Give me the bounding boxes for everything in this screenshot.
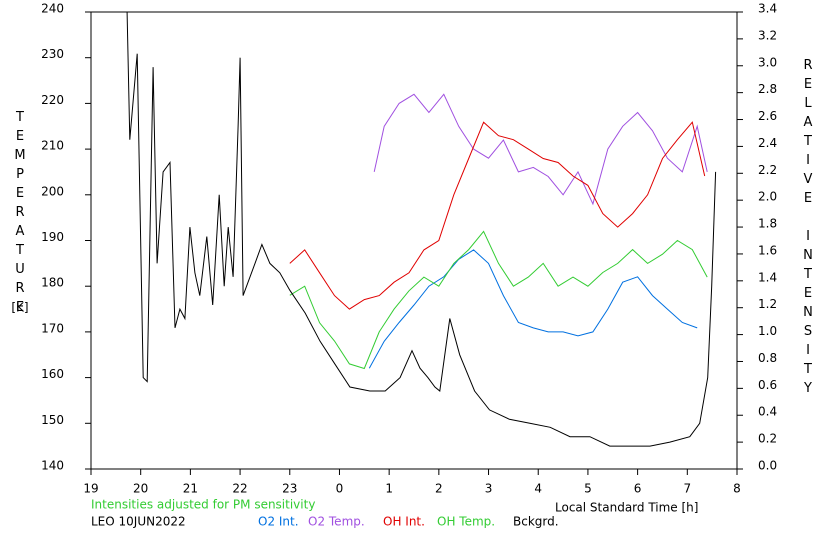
- x-tick-label: 22: [232, 482, 247, 496]
- y2-tick-label: 3.2: [758, 28, 777, 42]
- note: Intensities adjusted for PM sensitivity: [91, 498, 315, 512]
- y-tick-label: 180: [41, 276, 64, 290]
- y2-tick-label: 2.4: [758, 136, 777, 150]
- legend-entry: O2 Int.: [258, 515, 299, 529]
- y2-tick-label: 0.0: [758, 459, 777, 473]
- y-tick-label: 160: [41, 367, 64, 381]
- y2-tick-label: 2.0: [758, 190, 777, 204]
- y2-tick-label: 2.8: [758, 82, 777, 96]
- x-tick-label: 5: [584, 482, 592, 496]
- y2-tick-label: 1.8: [758, 217, 777, 231]
- y2-tick-label: 2.2: [758, 163, 777, 177]
- x-tick-label: 6: [634, 482, 642, 496]
- x-tick-label: 20: [133, 482, 148, 496]
- x-tick-label: 7: [683, 482, 691, 496]
- y2-tick-label: 1.6: [758, 243, 777, 257]
- plot-area: [126, 12, 717, 447]
- y2-tick-label: 0.8: [758, 351, 777, 365]
- y-tick-label: 140: [41, 459, 64, 473]
- y2-tick-label: 0.6: [758, 378, 777, 392]
- x-axis-title: Local Standard Time [h]: [555, 501, 698, 515]
- y-tick-label: 230: [41, 47, 64, 61]
- series-line: [289, 230, 708, 370]
- series-line: [289, 121, 706, 310]
- x-tick-label: 2: [435, 482, 443, 496]
- x-tick-label: 1: [385, 482, 393, 496]
- y2-tick-label: 1.4: [758, 270, 777, 284]
- y2-tick-label: 1.0: [758, 324, 777, 338]
- y-tick-label: 150: [41, 413, 64, 427]
- y-tick-label: 220: [41, 93, 64, 107]
- legend-entry: OH Temp.: [437, 515, 495, 529]
- subtitle: LEO 10JUN2022: [91, 515, 186, 529]
- x-tick-label: 3: [485, 482, 493, 496]
- legend-entry: Bckgrd.: [513, 515, 559, 529]
- y2-tick-label: 0.2: [758, 432, 777, 446]
- x-tick-label: 0: [336, 482, 344, 496]
- y-axis-title: TEMPERATURE: [13, 110, 28, 319]
- x-tick-label: 19: [83, 482, 98, 496]
- y2-tick-label: 0.4: [758, 405, 777, 419]
- y-tick-label: 200: [41, 184, 64, 198]
- legend-entry: OH Int.: [383, 515, 425, 529]
- y2-tick-label: 2.6: [758, 109, 777, 123]
- axes: [90, 11, 738, 470]
- y-tick-label: 190: [41, 230, 64, 244]
- series-line: [126, 12, 717, 447]
- y-tick-label: 210: [41, 139, 64, 153]
- series-line: [368, 249, 698, 369]
- y-tick-label: 170: [41, 321, 64, 335]
- y2-axis-title: RELATIVE INTENSITY: [801, 58, 816, 400]
- legend-entry: O2 Temp.: [308, 515, 365, 529]
- y2-tick-label: 3.0: [758, 55, 777, 69]
- y-tick-label: 240: [41, 2, 64, 16]
- x-tick-label: 21: [183, 482, 198, 496]
- y2-tick-label: 1.2: [758, 297, 777, 311]
- x-tick-label: 23: [282, 482, 297, 496]
- x-tick-label: 4: [534, 482, 542, 496]
- y2-tick-label: 3.4: [758, 2, 777, 16]
- series-line: [373, 93, 708, 206]
- y-axis-unit: [K]: [11, 301, 28, 315]
- x-tick-label: 8: [733, 482, 741, 496]
